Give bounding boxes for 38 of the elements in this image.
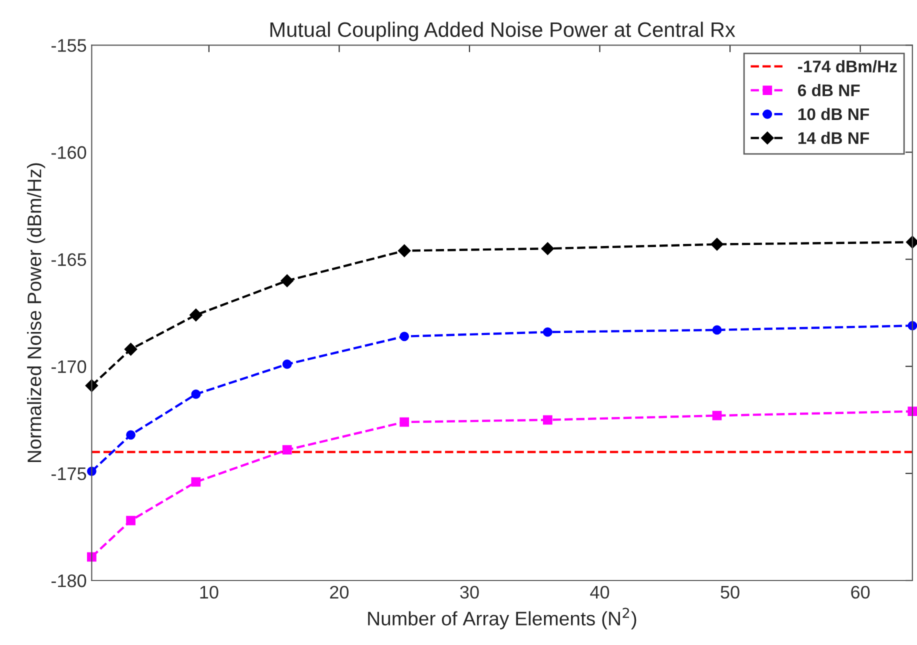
point: [280, 274, 294, 288]
y-tick-label: -175: [52, 468, 86, 480]
y-tick-label: -180: [52, 574, 86, 588]
point: [710, 238, 724, 251]
y-tick-label: -155: [52, 39, 86, 52]
point: [282, 360, 292, 369]
x-tick-label: 40: [590, 586, 610, 599]
point: [541, 242, 554, 255]
point: [712, 410, 722, 420]
point: [282, 445, 292, 455]
x-tick-label: 50: [720, 586, 740, 599]
point: [542, 415, 552, 425]
point: [124, 342, 138, 356]
legend-label: 14 dB NF: [798, 132, 870, 144]
legend-label: 10 dB NF: [798, 108, 870, 120]
point: [400, 332, 410, 342]
y-tick-label: -160: [52, 146, 86, 159]
y-axis-title: Normalized Noise Power (dBm/Hz): [27, 163, 46, 462]
point: [542, 327, 552, 337]
point: [190, 308, 202, 322]
point: [126, 516, 136, 526]
x-tick-label: 20: [330, 586, 349, 599]
x-tick-label: 30: [460, 586, 479, 599]
point: [191, 477, 201, 487]
chart-title: Mutual Coupling Added Noise Power at Central Rx: [270, 22, 736, 42]
legend-label: -174 dBm/Hz: [798, 60, 897, 73]
y-tick-label: -170: [52, 360, 86, 374]
x-tick-label: 60: [851, 586, 870, 599]
point: [398, 244, 411, 258]
point: [400, 417, 410, 427]
y-tick-label: -165: [52, 253, 86, 266]
legend-label: 6 dB NF: [798, 84, 860, 96]
x-tick-label: 10: [200, 586, 218, 599]
point: [712, 325, 722, 335]
x-axis-title: Number of Array Elements (N$^{2}$): [368, 608, 636, 630]
point: [191, 390, 201, 399]
point: [126, 430, 136, 440]
point: [908, 406, 917, 416]
